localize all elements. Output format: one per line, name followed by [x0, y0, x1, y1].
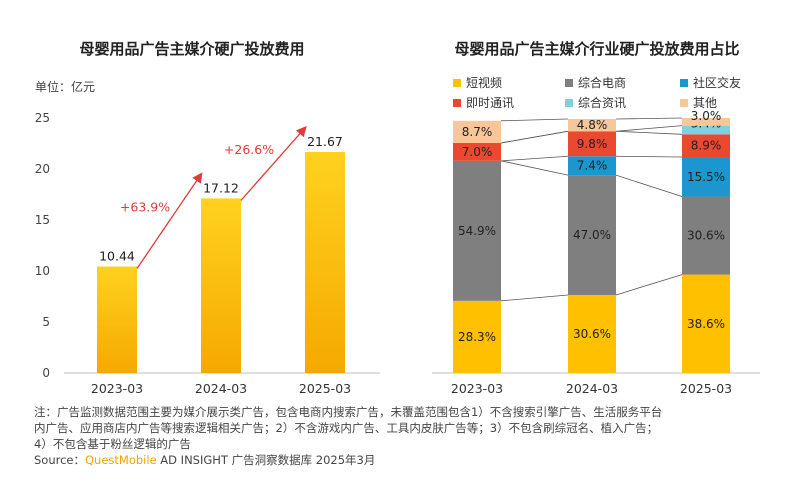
stacked-bar-segment: [682, 118, 730, 126]
stacked-connector-line: [500, 155, 569, 162]
stacked-bar-value-label: 8.9%: [691, 139, 722, 153]
stacked-bar-value-label: 28.3%: [458, 330, 496, 344]
right-chart-x-tick-label: 2024-03: [566, 381, 618, 396]
stacked-bar-segment: [453, 120, 501, 143]
stacked-connector-line: [615, 174, 683, 197]
source-line: Source：QuestMobile AD INSIGHT 广告洞察数据库 20…: [34, 452, 784, 468]
footer-note-line: 4）不包含基于粉丝逻辑的广告: [34, 437, 191, 451]
left-chart-y-tick-label: 15: [35, 213, 50, 227]
left-chart-bar: [201, 198, 241, 373]
left-chart-value-label: 17.12: [203, 180, 239, 195]
legend-label: 综合电商: [578, 75, 626, 90]
stacked-bar-value-label: 8.7%: [462, 125, 493, 139]
stacked-bar-segment: [568, 156, 616, 176]
left-chart-growth-arrow: [136, 172, 203, 269]
stacked-bar-value-label: 4.8%: [577, 118, 608, 132]
left-chart-value-label: 21.67: [307, 134, 343, 149]
footer-note-line: 注：广告监测数据范围主要为媒介展示类广告，包含电商内搜索广告，未覆盖范围包含1）…: [34, 405, 663, 419]
stacked-bar-segment: [682, 125, 730, 135]
stacked-bar-segment: [453, 142, 501, 161]
legend-label: 社区交友: [693, 75, 741, 90]
stacked-bar-segment: [568, 294, 616, 373]
stacked-bar-value-label: 7.4%: [577, 159, 608, 173]
stacked-bar-value-label: 30.6%: [573, 327, 611, 341]
legend-swatch: [565, 79, 573, 87]
legend-swatch: [680, 99, 688, 107]
source-rest: AD INSIGHT 广告洞察数据库 2025年3月: [156, 453, 376, 467]
stacked-bar-segment: [453, 300, 501, 373]
legend-label: 即时通讯: [466, 96, 514, 110]
stacked-connector-line: [615, 125, 683, 132]
stacked-bar-segment: [682, 157, 730, 197]
stacked-connector-line: [500, 294, 569, 302]
left-chart-growth-arrow: [240, 126, 307, 201]
stacked-bar-segment: [568, 119, 616, 132]
legend-swatch: [565, 99, 573, 107]
stacked-bar-value-label: 38.6%: [687, 317, 725, 331]
left-chart-y-tick-label: 10: [35, 264, 50, 278]
stacked-bar-value-label: 9.8%: [577, 137, 608, 151]
stacked-bar-segment: [682, 274, 730, 373]
stacked-bar-value-label: 3.0%: [691, 109, 722, 123]
stacked-bar-segment: [682, 196, 730, 275]
left-chart-y-tick-label: 0: [42, 366, 50, 380]
stacked-connector-line: [615, 117, 683, 120]
stacked-bar-segment: [453, 160, 501, 301]
left-chart-x-tick-label: 2025-03: [299, 381, 351, 396]
stacked-connector-line: [500, 160, 569, 176]
stacked-bar-value-label: 15.5%: [687, 170, 725, 184]
legend-swatch: [453, 79, 461, 87]
left-chart-x-tick-label: 2023-03: [91, 381, 143, 396]
stacked-bar-value-label: 47.0%: [573, 228, 611, 242]
stacked-connector-line: [615, 155, 683, 158]
stacked-bar-value-label: 7.0%: [462, 145, 493, 159]
legend-swatch: [680, 79, 688, 87]
legend-label: 综合资讯: [578, 95, 626, 110]
legend-swatch: [453, 99, 461, 107]
left-chart-x-tick-label: 2024-03: [195, 381, 247, 396]
right-chart-x-tick-label: 2025-03: [680, 381, 732, 396]
footer-note-line: 内广告、应用商店内广告等搜索逻辑相关广告；2）不含游戏内广告、工具内皮肤广告等；…: [34, 421, 659, 435]
footer: 注：广告监测数据范围主要为媒介展示类广告，包含电商内搜索广告，未覆盖范围包含1）…: [34, 404, 784, 468]
left-chart-bar: [305, 151, 345, 373]
left-chart-y-tick-label: 20: [35, 162, 50, 176]
legend-label: 短视频: [466, 75, 502, 90]
stacked-connector-line: [615, 130, 683, 135]
stacked-bar-segment: [682, 134, 730, 158]
stacked-connector-line: [500, 130, 569, 144]
stacked-bar-segment: [568, 131, 616, 157]
left-chart-growth-label: +26.6%: [224, 142, 274, 157]
right-chart-x-tick-label: 2023-03: [451, 381, 503, 396]
right-chart-title: 母婴用品广告主媒介行业硬广投放费用占比: [454, 40, 739, 58]
left-chart-unit-label: 单位：亿元: [35, 79, 95, 94]
stacked-connector-line: [500, 118, 569, 122]
stacked-connector-line: [615, 274, 683, 296]
stacked-bar-segment: [568, 175, 616, 295]
left-chart-value-label: 10.44: [99, 249, 135, 264]
left-chart-growth-label: +63.9%: [120, 199, 170, 214]
source-brand: QuestMobile: [85, 453, 157, 467]
left-chart-title: 母婴用品广告主媒介硬广投放费用: [79, 40, 304, 58]
stacked-bar-value-label: 54.9%: [458, 224, 496, 238]
left-chart-y-tick-label: 25: [35, 111, 50, 125]
left-chart-y-tick-label: 5: [42, 315, 50, 329]
left-chart-bar: [97, 266, 137, 373]
stacked-bar-value-label: 30.6%: [687, 229, 725, 243]
source-prefix: Source：: [34, 453, 85, 467]
legend-label: 其他: [693, 96, 717, 110]
